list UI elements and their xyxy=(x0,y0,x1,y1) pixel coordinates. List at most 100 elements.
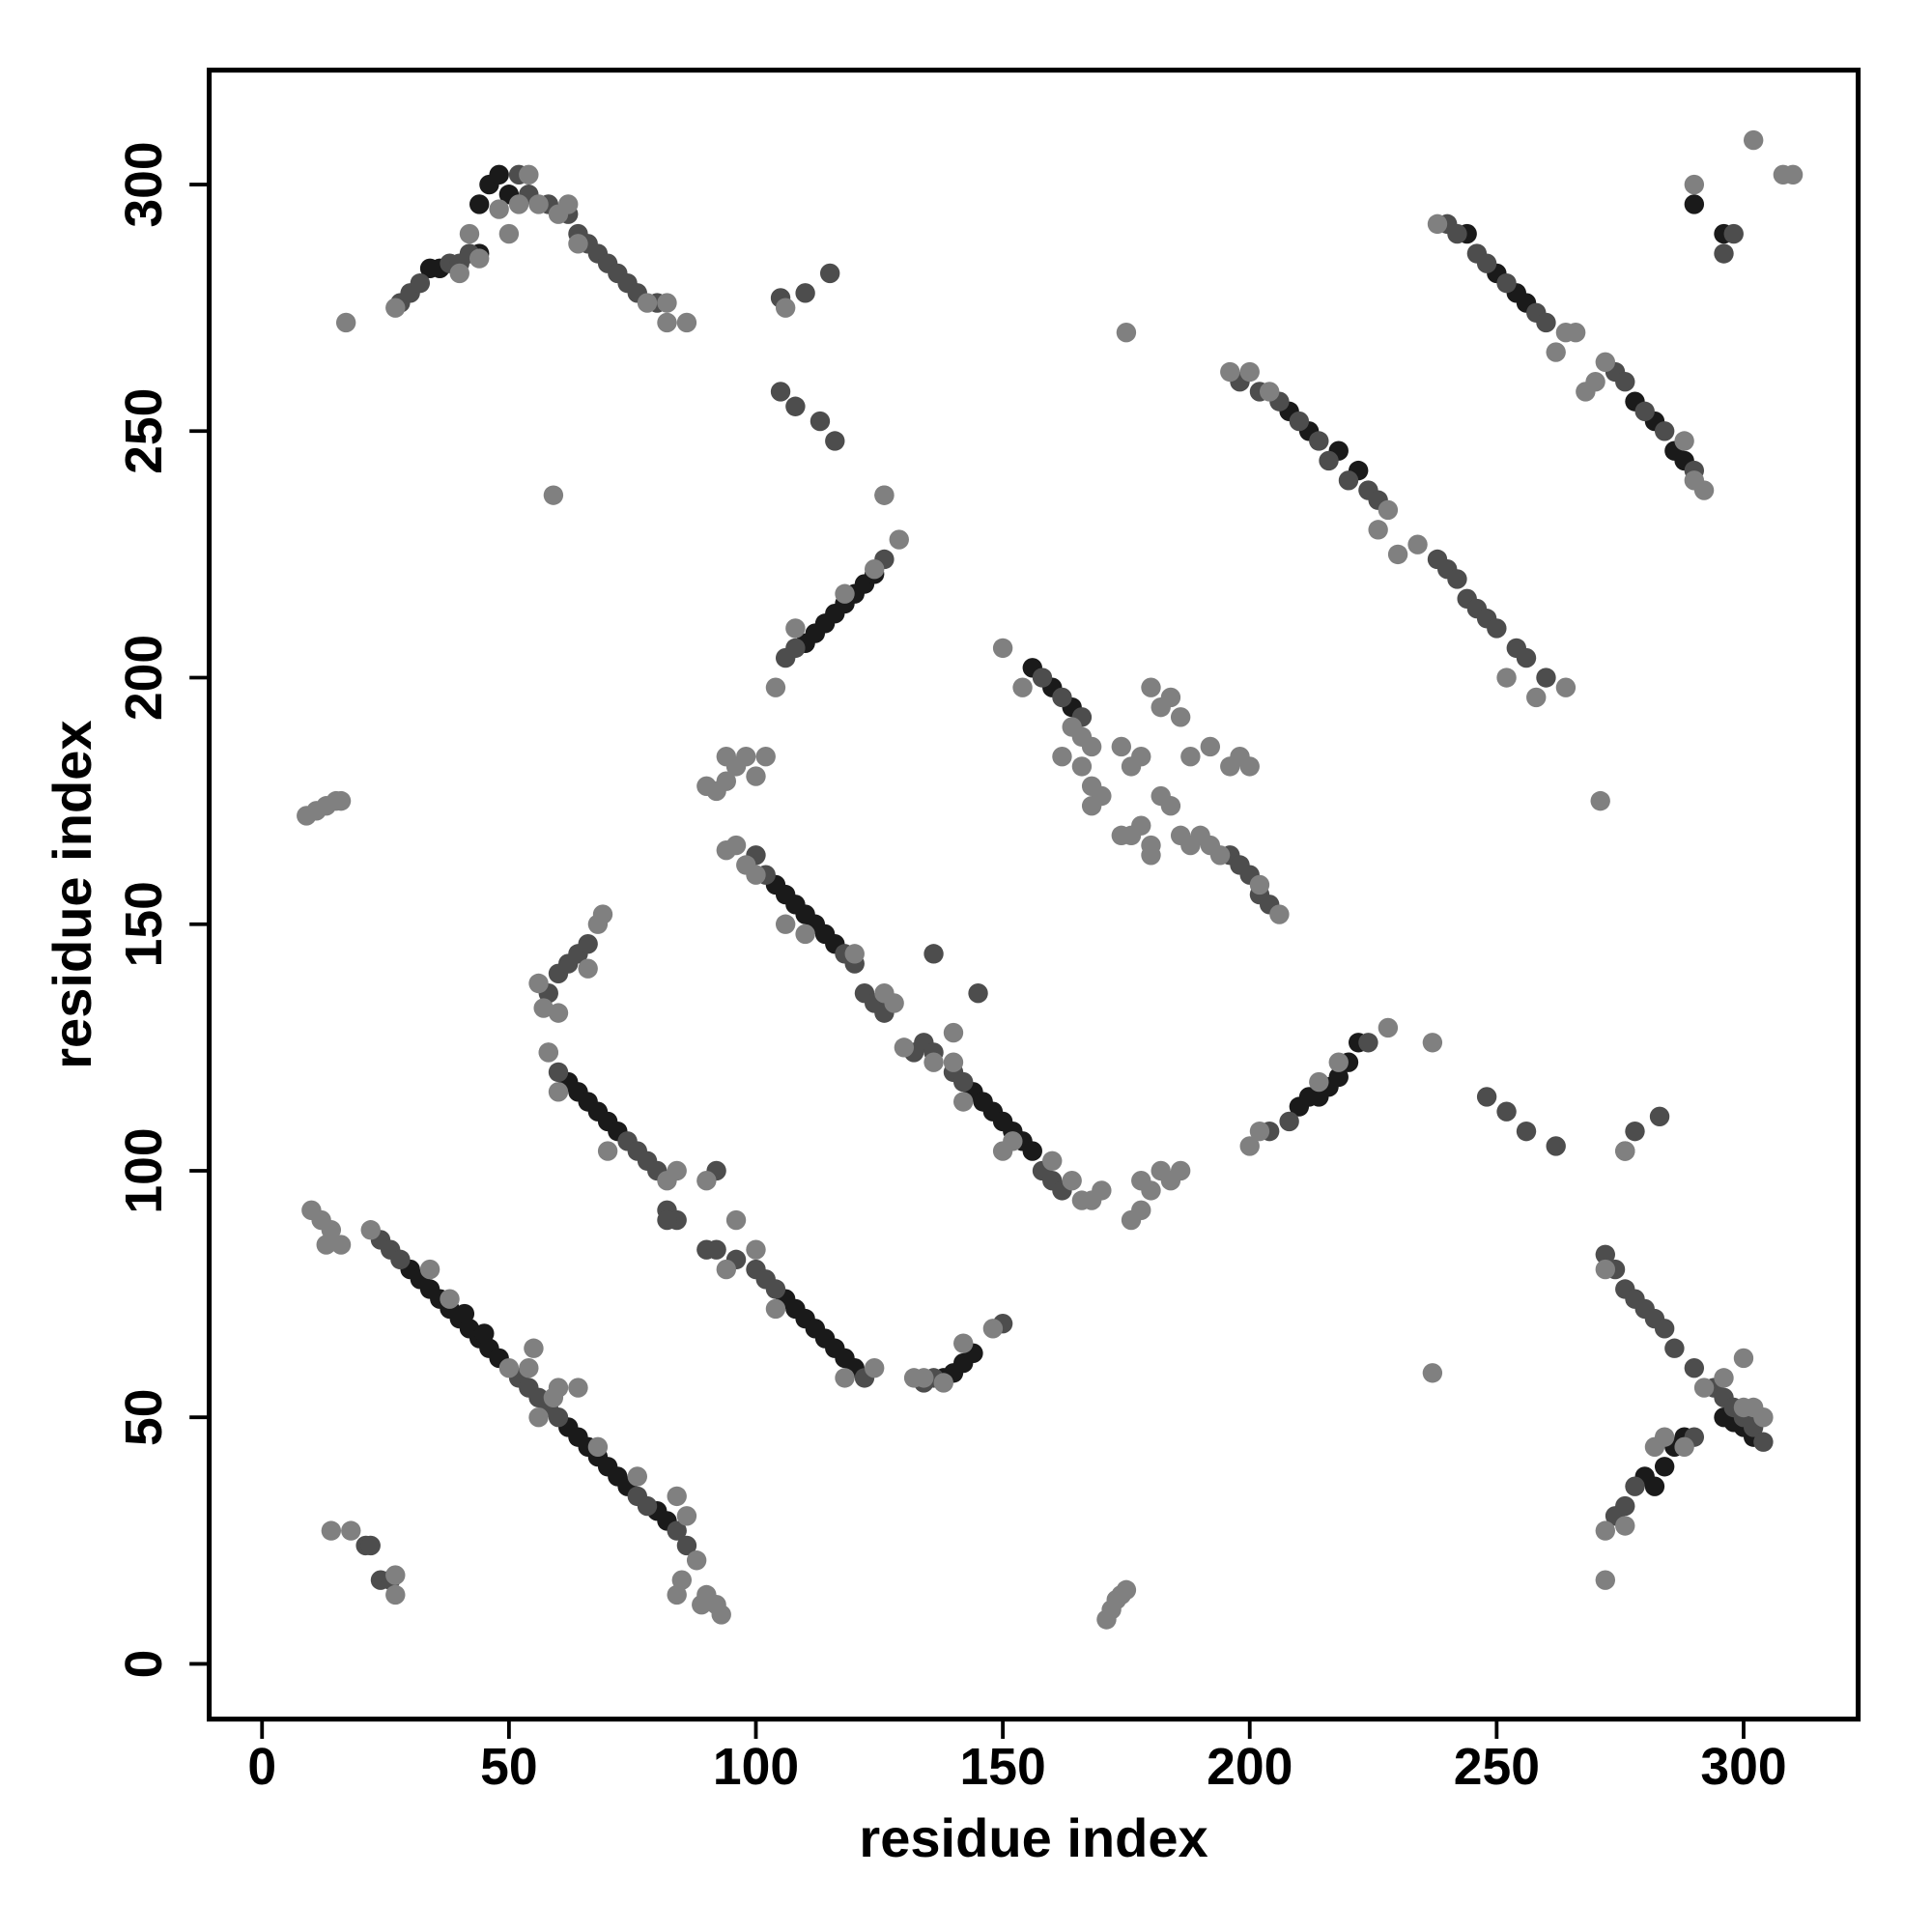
point xyxy=(775,914,796,934)
point xyxy=(1447,569,1467,589)
point xyxy=(770,382,791,402)
point xyxy=(1319,450,1339,471)
point xyxy=(810,411,831,432)
point xyxy=(667,1584,687,1605)
point xyxy=(1220,361,1240,383)
point xyxy=(716,771,737,791)
point xyxy=(543,485,564,505)
point xyxy=(1378,499,1399,521)
point xyxy=(597,1141,618,1161)
point xyxy=(671,1570,693,1590)
point xyxy=(637,293,658,313)
point xyxy=(865,559,885,580)
y-tick-label: 0 xyxy=(116,1650,173,1679)
point xyxy=(1546,1136,1566,1156)
x-tick-label: 300 xyxy=(1700,1739,1786,1796)
point xyxy=(578,958,598,979)
point xyxy=(1782,164,1804,185)
point xyxy=(1625,1476,1645,1496)
point xyxy=(528,194,549,214)
point xyxy=(1422,1363,1443,1383)
point xyxy=(657,312,677,333)
point xyxy=(676,1535,697,1556)
point xyxy=(1081,796,1102,816)
point xyxy=(1516,1121,1537,1142)
point xyxy=(725,1209,747,1231)
point xyxy=(1170,707,1191,727)
point xyxy=(1753,1407,1774,1428)
point xyxy=(1585,372,1605,392)
point xyxy=(657,293,677,313)
point xyxy=(1032,668,1053,688)
point xyxy=(1526,687,1547,708)
point xyxy=(825,431,845,451)
point xyxy=(1160,687,1181,708)
point xyxy=(1170,1160,1191,1181)
point xyxy=(1279,1111,1299,1132)
point xyxy=(746,766,766,786)
point xyxy=(953,1333,974,1353)
point xyxy=(933,1373,953,1393)
point xyxy=(711,1605,731,1625)
point xyxy=(657,1209,677,1231)
point xyxy=(1743,129,1764,151)
point xyxy=(568,1378,588,1398)
point xyxy=(440,1289,460,1309)
point xyxy=(627,1466,647,1487)
point xyxy=(474,1323,495,1344)
point xyxy=(716,746,737,767)
point xyxy=(1555,677,1577,697)
point xyxy=(489,164,509,185)
point xyxy=(1062,1170,1082,1191)
point xyxy=(1714,243,1734,264)
point xyxy=(667,1160,687,1181)
point xyxy=(785,618,806,639)
point xyxy=(385,1565,406,1585)
point xyxy=(1249,1121,1270,1142)
point xyxy=(1615,1516,1635,1536)
point xyxy=(1733,1348,1754,1369)
point xyxy=(1116,1579,1137,1601)
point xyxy=(865,1357,885,1378)
point xyxy=(1160,796,1181,816)
point xyxy=(1684,194,1705,214)
plot-frame xyxy=(207,68,1861,1722)
point xyxy=(360,1220,381,1240)
point xyxy=(1595,1259,1616,1280)
point xyxy=(489,199,509,219)
point xyxy=(1427,213,1448,235)
point xyxy=(1496,1101,1517,1122)
point xyxy=(1487,618,1507,639)
point xyxy=(1615,372,1635,392)
point xyxy=(1649,1106,1670,1127)
point xyxy=(667,1486,687,1507)
point xyxy=(982,1319,1004,1339)
point xyxy=(548,1378,569,1398)
point xyxy=(637,1495,658,1517)
point xyxy=(1111,736,1131,757)
point xyxy=(419,1259,440,1280)
point xyxy=(785,638,806,659)
point xyxy=(469,248,490,269)
point xyxy=(587,1436,609,1458)
point xyxy=(1200,736,1221,757)
point xyxy=(578,933,598,954)
point xyxy=(953,1071,974,1093)
point xyxy=(548,1062,569,1083)
point xyxy=(1052,746,1072,767)
point xyxy=(1496,668,1517,688)
point xyxy=(1674,1436,1694,1458)
point xyxy=(1081,736,1102,757)
x-tick-label: 150 xyxy=(959,1739,1045,1796)
x-tick-label: 50 xyxy=(480,1739,538,1796)
point xyxy=(884,993,904,1013)
point xyxy=(385,1584,406,1605)
point xyxy=(1338,470,1359,491)
point xyxy=(1368,520,1388,540)
point xyxy=(676,1506,697,1526)
point xyxy=(889,529,909,550)
point xyxy=(1259,382,1280,402)
point xyxy=(706,1239,726,1260)
point xyxy=(519,164,539,185)
